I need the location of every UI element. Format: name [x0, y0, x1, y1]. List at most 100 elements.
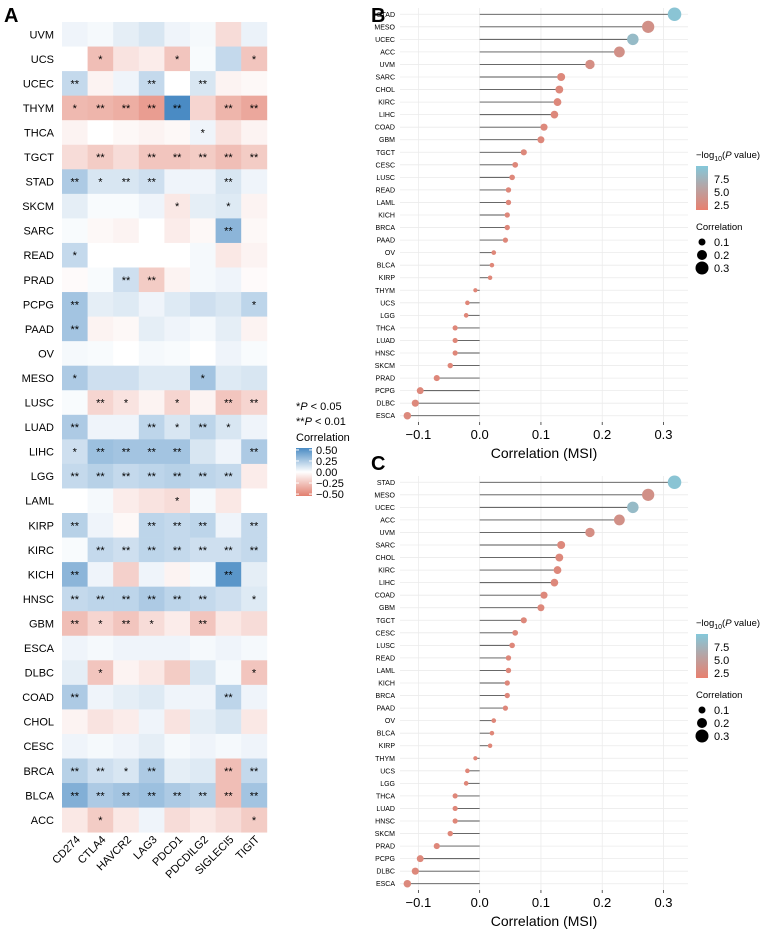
heatmap-cell [215, 22, 242, 47]
lollipop-point [411, 399, 419, 407]
size-legend-dot [697, 250, 707, 260]
significance-mark: ** [147, 152, 156, 164]
category-label: UCEC [375, 505, 395, 512]
heatmap-cell [62, 390, 88, 416]
category-label: UCS [380, 768, 395, 775]
heatmap-cell [138, 488, 165, 514]
heatmap-cell [138, 709, 165, 735]
heatmap-cell [87, 95, 114, 121]
significance-mark: ** [71, 471, 80, 483]
significance-mark: * [98, 177, 103, 189]
heatmap-cell [164, 390, 191, 416]
lollipop-point [537, 136, 545, 144]
significance-mark: * [124, 766, 129, 778]
significance-mark: ** [71, 78, 80, 90]
heatmap-cell [215, 120, 242, 146]
heatmap-cell [138, 144, 165, 170]
heatmap-cell [138, 660, 165, 686]
x-tick-label: 0.0 [471, 895, 489, 910]
category-label: KIRC [378, 100, 395, 107]
category-label: UCEC [375, 37, 395, 44]
significance-mark: ** [199, 594, 208, 606]
lollipop-point [642, 488, 655, 501]
category-label: KIRP [379, 743, 396, 750]
heatmap-cell [113, 586, 140, 612]
heatmap-cell [215, 660, 242, 686]
heatmap-cell [190, 513, 216, 538]
color-legend-tick-label: 7.5 [714, 642, 729, 654]
heatmap-cell [190, 635, 216, 661]
lollipop-point [537, 604, 545, 612]
size-legend-dot [695, 729, 709, 743]
category-label: LGG [380, 313, 395, 320]
heatmap-row-label: UCEC [23, 78, 54, 90]
heatmap-cell [164, 537, 191, 563]
category-label: PRAD [376, 376, 395, 383]
lollipop-point [416, 387, 424, 395]
heatmap-cell [138, 586, 165, 612]
lollipop-point [505, 667, 512, 674]
heatmap-cell [138, 316, 165, 342]
significance-mark: ** [250, 790, 259, 802]
category-label: TGCT [376, 618, 396, 625]
heatmap-cell [62, 218, 88, 244]
heatmap-cell [241, 120, 268, 146]
heatmap-cell [215, 463, 242, 489]
category-label: SARC [376, 543, 395, 550]
panel-c-label: C [371, 453, 385, 475]
significance-mark: ** [173, 520, 182, 532]
significance-mark: ** [250, 545, 259, 557]
size-legend-dot [698, 706, 706, 714]
category-label: THCA [376, 325, 395, 332]
heatmap-cell [215, 292, 242, 317]
heatmap-row-label: LAML [25, 496, 54, 508]
lollipop-point [465, 300, 470, 306]
correlation-legend-title: Correlation [296, 432, 350, 444]
size-legend-dot [695, 261, 709, 275]
color-legend-bar [696, 166, 708, 210]
category-label: STAD [377, 12, 395, 19]
significance-mark: ** [173, 471, 182, 483]
heatmap-cell [138, 807, 165, 833]
lollipop-point [642, 20, 655, 33]
category-label: UCS [380, 300, 395, 307]
significance-mark: ** [71, 766, 80, 778]
heatmap-legend: *P < 0.05 **P < 0.01 Correlation 0.500.2… [296, 401, 350, 501]
category-label: READ [376, 187, 395, 194]
heatmap-cell [113, 267, 140, 293]
x-axis-title: Correlation (MSI) [491, 913, 598, 929]
significance-mark: ** [122, 275, 131, 287]
size-legend-label: 0.1 [714, 237, 729, 249]
significance-mark: ** [147, 447, 156, 459]
heatmap-cell [190, 488, 216, 514]
heatmap-cell [113, 439, 140, 465]
heatmap-cell [215, 218, 242, 244]
heatmap-cell [241, 684, 268, 710]
heatmap-cell [87, 316, 114, 342]
heatmap-cell [113, 513, 140, 538]
category-label: THYM [375, 756, 395, 763]
significance-mark: ** [96, 545, 105, 557]
color-legend-tick-label: 7.5 [714, 174, 729, 186]
heatmap-cell [164, 562, 191, 588]
heatmap-cell [241, 635, 268, 661]
lollipop-point [473, 288, 478, 293]
heatmap-cell [87, 758, 114, 784]
colorbar-tick-label: 0.00 [316, 467, 337, 479]
heatmap-cell [241, 807, 268, 833]
heatmap-cell [215, 95, 242, 121]
lollipop-point [502, 705, 509, 711]
heatmap-cell [190, 414, 216, 440]
heatmap-cell [138, 513, 165, 538]
heatmap-cell [215, 635, 242, 661]
heatmap-cell [138, 292, 165, 317]
heatmap-cell [113, 733, 140, 759]
significance-mark: ** [199, 152, 208, 164]
significance-mark: * [252, 54, 257, 66]
heatmap-cell [113, 46, 140, 72]
heatmap-cell [215, 341, 242, 367]
significance-mark: * [175, 422, 180, 434]
category-label: CHOL [376, 555, 396, 562]
heatmap-cell [241, 660, 268, 686]
